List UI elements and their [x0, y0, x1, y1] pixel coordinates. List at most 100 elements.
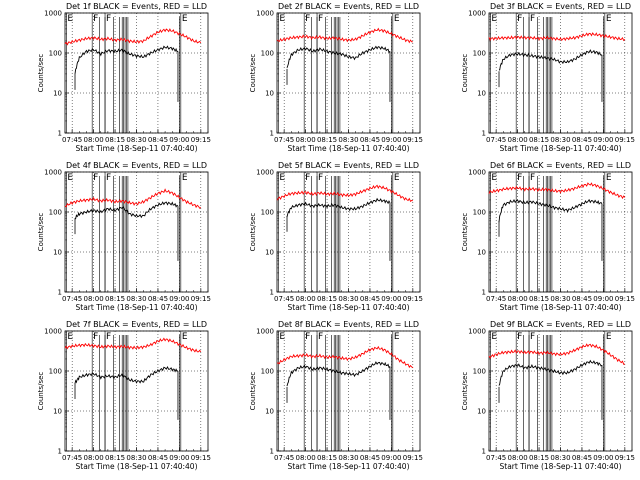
panel-title: Det 4f BLACK = Events, RED = LLD [66, 161, 207, 170]
marker-label: F [517, 14, 522, 24]
x-tick-label: 08:00 [84, 295, 104, 303]
lld-series-line [276, 345, 414, 369]
marker-label: F [106, 173, 111, 183]
x-tick-label: 08:00 [508, 454, 528, 462]
x-tick-label: 08:30 [338, 295, 358, 303]
y-tick-label: 10 [53, 249, 62, 257]
x-axis-label: Start Time (18-Sep-11 07:40:40) [288, 303, 410, 312]
x-tick-label: 08:45 [148, 295, 168, 303]
x-tick-label: 07:45 [486, 136, 506, 144]
x-axis-label: Start Time (18-Sep-11 07:40:40) [76, 303, 198, 312]
x-tick-label: 09:00 [593, 454, 613, 462]
y-tick-label: 1 [482, 448, 486, 456]
marker-label: F [93, 173, 98, 183]
y-tick-label: 1 [58, 130, 62, 138]
marker-label: F [305, 173, 310, 183]
x-tick-label: 08:45 [360, 454, 380, 462]
events-series-line [74, 45, 179, 74]
x-tick-label: 07:45 [274, 295, 294, 303]
x-tick-label: 08:30 [126, 454, 146, 462]
plot-frame [488, 330, 633, 452]
y-tick-label: 100 [49, 50, 62, 58]
y-tick-label: 1 [482, 289, 486, 297]
y-tick-label: 1000 [256, 169, 274, 177]
marker-label: E [182, 332, 188, 342]
x-tick-label: 09:15 [403, 454, 423, 462]
x-tick-label: 08:00 [296, 454, 316, 462]
events-series-line [498, 49, 603, 71]
x-tick-label: 08:30 [338, 454, 358, 462]
panel-title: Det 3f BLACK = Events, RED = LLD [490, 2, 631, 11]
y-tick-label: 1000 [256, 10, 274, 18]
x-tick-label: 09:00 [381, 295, 401, 303]
y-tick-label: 1 [270, 289, 274, 297]
lld-series-line [64, 188, 202, 209]
x-axis-label: Start Time (18-Sep-11 07:40:40) [500, 144, 622, 153]
x-tick-label: 09:15 [403, 295, 423, 303]
x-axis-label: Start Time (18-Sep-11 07:40:40) [76, 462, 198, 471]
x-tick-label: 08:30 [126, 136, 146, 144]
marker-label: E [67, 173, 73, 183]
plot-frame [64, 12, 209, 134]
x-tick-label: 08:45 [360, 295, 380, 303]
x-tick-label: 08:45 [148, 454, 168, 462]
y-tick-label: 100 [473, 209, 486, 217]
x-tick-label: 08:45 [572, 295, 592, 303]
y-axis-label: Counts/sec [461, 213, 469, 252]
y-tick-label: 1 [482, 130, 486, 138]
panel-title: Det 9f BLACK = Events, RED = LLD [490, 320, 631, 329]
y-tick-label: 1 [58, 448, 62, 456]
y-axis-label: Counts/sec [249, 372, 257, 411]
events-series-line [286, 45, 391, 68]
y-tick-label: 10 [53, 408, 62, 416]
marker-label: F [305, 332, 310, 342]
plot-frame [276, 171, 421, 293]
y-tick-label: 1000 [256, 328, 274, 336]
x-axis-label: Start Time (18-Sep-11 07:40:40) [76, 144, 198, 153]
lld-series-line [64, 28, 202, 46]
y-axis-label: Counts/sec [249, 54, 257, 93]
y-tick-label: 1 [270, 448, 274, 456]
x-tick-label: 08:30 [338, 136, 358, 144]
y-tick-label: 1000 [44, 10, 62, 18]
events-series-line [74, 366, 178, 384]
marker-label: F [106, 332, 111, 342]
marker-label: E [394, 173, 400, 183]
lld-series-line [276, 27, 413, 44]
x-tick-label: 07:45 [62, 136, 82, 144]
marker-label: E [606, 14, 612, 24]
marker-label: F [93, 14, 98, 24]
x-tick-label: 08:45 [572, 136, 592, 144]
marker-label: F [318, 14, 323, 24]
y-tick-label: 10 [477, 408, 486, 416]
marker-label: E [394, 14, 400, 24]
lld-series-line [488, 182, 626, 200]
panel-title: Det 1f BLACK = Events, RED = LLD [66, 2, 207, 11]
x-tick-label: 09:15 [191, 295, 211, 303]
events-series-line [498, 359, 603, 386]
marker-label: E [67, 332, 73, 342]
x-tick-label: 08:15 [529, 136, 549, 144]
marker-label: F [530, 14, 535, 24]
marker-label: E [606, 173, 612, 183]
plot-frame [64, 330, 209, 452]
y-tick-label: 1 [270, 130, 274, 138]
lld-series-line [64, 337, 202, 353]
x-axis-label: Start Time (18-Sep-11 07:40:40) [500, 462, 622, 471]
x-tick-label: 08:45 [148, 136, 168, 144]
y-tick-label: 1000 [44, 328, 62, 336]
x-axis-label: Start Time (18-Sep-11 07:40:40) [500, 303, 622, 312]
y-tick-label: 1000 [44, 169, 62, 177]
marker-label: E [182, 173, 188, 183]
x-tick-label: 09:15 [615, 295, 635, 303]
x-tick-label: 08:00 [84, 136, 104, 144]
x-tick-label: 09:00 [169, 454, 189, 462]
marker-label: E [279, 173, 285, 183]
x-tick-label: 09:00 [381, 454, 401, 462]
plot-frame [64, 171, 209, 293]
plot-frame [488, 12, 633, 134]
y-tick-label: 100 [261, 368, 274, 376]
